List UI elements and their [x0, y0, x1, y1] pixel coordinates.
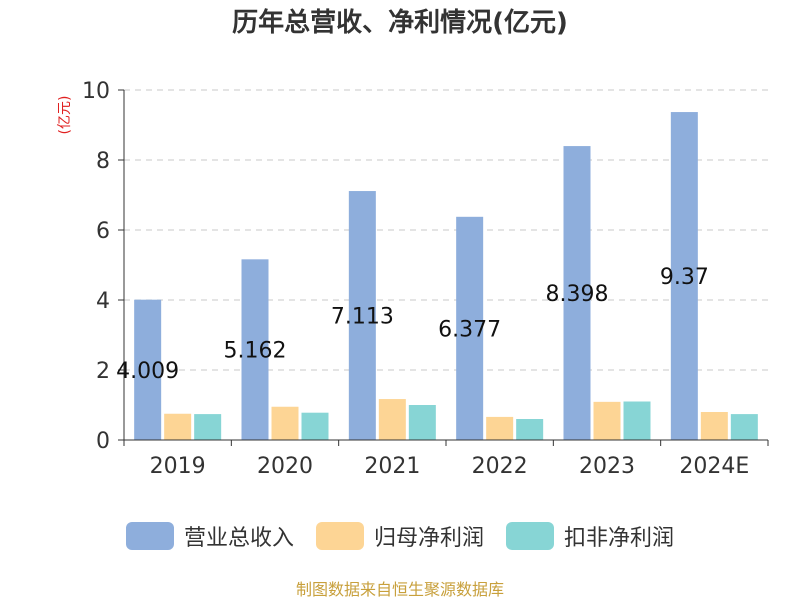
bar-series-1[interactable] — [593, 401, 621, 440]
legend-label-deducted-net-profit: 扣非净利润 — [564, 526, 675, 551]
bar-series-2[interactable] — [194, 414, 222, 440]
bar-series-1[interactable] — [271, 406, 299, 440]
x-tick-label: 2020 — [257, 454, 313, 479]
bar-value-label: 4.009 — [116, 359, 179, 384]
bar-series-2[interactable] — [623, 401, 651, 441]
y-tick-label: 6 — [96, 219, 110, 244]
legend-label-revenue: 营业总收入 — [183, 526, 294, 551]
y-tick-label: 8 — [96, 149, 110, 174]
y-tick-label: 2 — [96, 359, 110, 384]
x-tick-label: 2021 — [364, 454, 420, 479]
bar-series-0[interactable] — [563, 146, 591, 440]
bar-value-label: 5.162 — [224, 339, 287, 364]
legend-item-revenue[interactable]: 营业总收入 — [125, 520, 294, 552]
bar-series-2[interactable] — [408, 405, 436, 440]
x-tick-label: 2022 — [472, 454, 528, 479]
bar-series-1[interactable] — [164, 413, 192, 440]
x-tick-label: 2019 — [150, 454, 206, 479]
bar-series-0[interactable] — [456, 216, 484, 440]
legend-label-net-profit: 归母净利润 — [373, 526, 484, 551]
bar-series-1[interactable] — [700, 412, 728, 440]
bar-series-1[interactable] — [486, 416, 514, 440]
bar-value-label: 6.377 — [438, 317, 501, 342]
chart-title: 历年总营收、净利情况(亿元) — [232, 8, 568, 38]
bar-series-1[interactable] — [378, 399, 406, 440]
legend-item-net-profit[interactable]: 归母净利润 — [315, 520, 484, 552]
x-tick-label: 2023 — [579, 454, 635, 479]
legend-swatch-net-profit — [315, 522, 364, 550]
legend-swatch-deducted-net-profit — [506, 522, 554, 550]
legend-item-deducted-net-profit[interactable]: 扣非净利润 — [506, 520, 674, 552]
grid-lines — [124, 89, 768, 371]
bar-value-label: 9.37 — [660, 265, 709, 290]
bar-series-0[interactable] — [348, 191, 376, 440]
y-tick-label: 0 — [96, 429, 110, 454]
source-note: 制图数据来自恒生聚源数据库 — [295, 580, 504, 599]
axes: 0 2 4 6 8 10 2019 2020 2021 2022 2023 2024E — [82, 79, 769, 479]
legend-swatch-revenue — [125, 522, 174, 550]
bar-value-label: 8.398 — [546, 282, 609, 307]
bar-value-label: 7.113 — [331, 305, 394, 330]
bar-series-0[interactable] — [241, 259, 269, 440]
data-labels: 4.009 5.162 7.113 6.377 8.398 9.37 — [116, 265, 709, 384]
y-tick-label: 4 — [96, 289, 110, 314]
bar-series-2[interactable] — [730, 414, 758, 440]
x-tick-label: 2024E — [679, 454, 749, 479]
bars — [134, 112, 758, 441]
bar-series-2[interactable] — [301, 412, 329, 440]
legend: 营业总收入 归母净利润 扣非净利润 — [0, 516, 800, 556]
bar-series-0[interactable] — [134, 299, 162, 440]
bar-series-0[interactable] — [670, 112, 698, 441]
bar-series-2[interactable] — [516, 419, 544, 440]
y-axis-label: (亿元) — [57, 96, 73, 135]
y-tick-label: 10 — [82, 79, 110, 104]
